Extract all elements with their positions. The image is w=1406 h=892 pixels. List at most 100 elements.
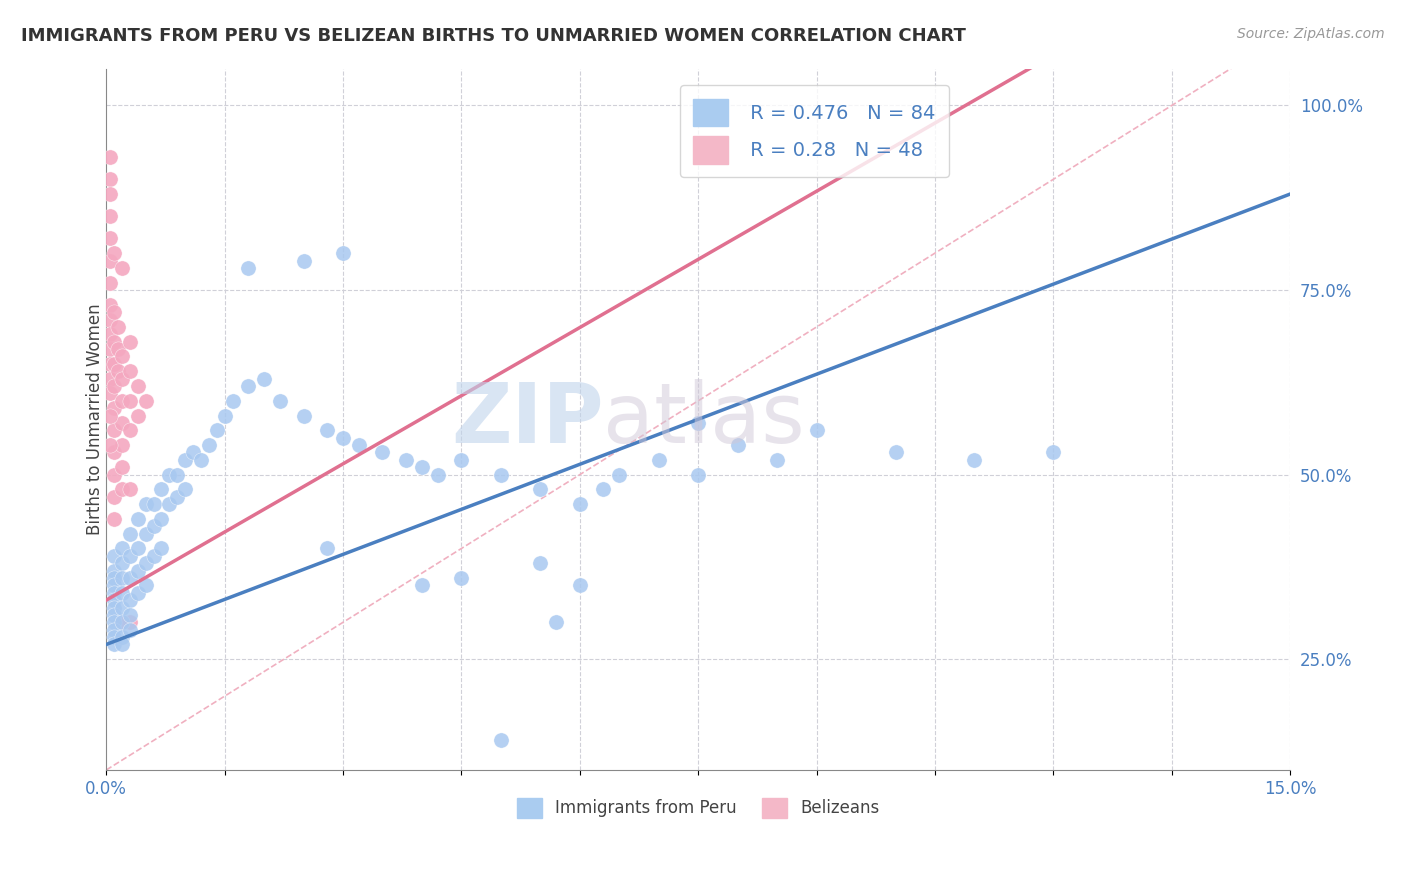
Point <box>688 416 710 430</box>
Point <box>111 541 134 556</box>
Point <box>111 630 134 644</box>
Point <box>190 453 212 467</box>
Point <box>111 615 134 630</box>
Point <box>135 393 157 408</box>
Point <box>98 342 121 356</box>
Point <box>395 453 418 467</box>
Point <box>111 638 134 652</box>
Point <box>157 467 180 482</box>
Point <box>135 497 157 511</box>
Point <box>688 467 710 482</box>
Point <box>127 409 149 423</box>
Point <box>111 483 134 497</box>
Point <box>347 438 370 452</box>
Point <box>98 253 121 268</box>
Point <box>142 519 165 533</box>
Point <box>118 393 141 408</box>
Point <box>98 438 121 452</box>
Text: IMMIGRANTS FROM PERU VS BELIZEAN BIRTHS TO UNMARRIED WOMEN CORRELATION CHART: IMMIGRANTS FROM PERU VS BELIZEAN BIRTHS … <box>21 27 966 45</box>
Point <box>568 497 591 511</box>
Point <box>111 460 134 475</box>
Point <box>118 483 141 497</box>
Point <box>98 150 121 164</box>
Point <box>111 600 134 615</box>
Point <box>135 578 157 592</box>
Point <box>426 467 449 482</box>
Point <box>107 342 129 356</box>
Point <box>166 467 188 482</box>
Text: atlas: atlas <box>603 379 806 459</box>
Point <box>118 607 141 622</box>
Point <box>238 379 260 393</box>
Point <box>111 438 134 452</box>
Legend: Immigrants from Peru, Belizeans: Immigrants from Peru, Belizeans <box>510 791 886 825</box>
Point <box>529 556 551 570</box>
Point <box>103 615 125 630</box>
Point <box>111 371 134 385</box>
Point <box>103 379 125 393</box>
Point <box>221 393 243 408</box>
Point <box>157 497 180 511</box>
Point <box>107 364 129 378</box>
Point <box>118 571 141 585</box>
Point <box>118 334 141 349</box>
Point <box>103 586 125 600</box>
Point <box>127 379 149 393</box>
Point <box>103 305 125 319</box>
Text: ZIP: ZIP <box>451 379 603 459</box>
Point <box>98 327 121 342</box>
Point <box>111 586 134 600</box>
Point <box>142 497 165 511</box>
Point <box>98 276 121 290</box>
Point <box>118 423 141 437</box>
Point <box>450 453 472 467</box>
Point <box>411 578 433 592</box>
Point <box>103 607 125 622</box>
Point <box>332 246 354 260</box>
Point <box>489 467 512 482</box>
Point <box>174 453 197 467</box>
Point <box>111 260 134 275</box>
Point <box>111 571 134 585</box>
Point <box>98 357 121 371</box>
Point <box>98 187 121 202</box>
Y-axis label: Births to Unmarried Women: Births to Unmarried Women <box>86 303 104 535</box>
Point <box>150 483 173 497</box>
Point <box>103 571 125 585</box>
Point <box>103 564 125 578</box>
Point <box>103 630 125 644</box>
Point <box>198 438 221 452</box>
Point <box>884 445 907 459</box>
Point <box>98 312 121 326</box>
Point <box>411 460 433 475</box>
Point <box>111 350 134 364</box>
Point <box>489 733 512 747</box>
Point <box>292 409 315 423</box>
Point <box>111 556 134 570</box>
Point <box>127 512 149 526</box>
Point <box>766 453 789 467</box>
Point <box>103 638 125 652</box>
Point <box>332 431 354 445</box>
Point <box>546 615 568 630</box>
Point <box>292 253 315 268</box>
Point <box>607 467 630 482</box>
Point <box>98 409 121 423</box>
Point <box>150 512 173 526</box>
Point <box>98 209 121 223</box>
Point <box>1042 445 1064 459</box>
Point <box>568 578 591 592</box>
Point <box>269 393 291 408</box>
Point <box>103 549 125 563</box>
Point <box>127 586 149 600</box>
Point <box>103 445 125 459</box>
Point <box>103 578 125 592</box>
Point <box>98 172 121 186</box>
Point <box>103 512 125 526</box>
Point <box>103 246 125 260</box>
Point <box>103 467 125 482</box>
Point <box>107 320 129 334</box>
Point <box>103 623 125 637</box>
Point <box>111 416 134 430</box>
Text: Source: ZipAtlas.com: Source: ZipAtlas.com <box>1237 27 1385 41</box>
